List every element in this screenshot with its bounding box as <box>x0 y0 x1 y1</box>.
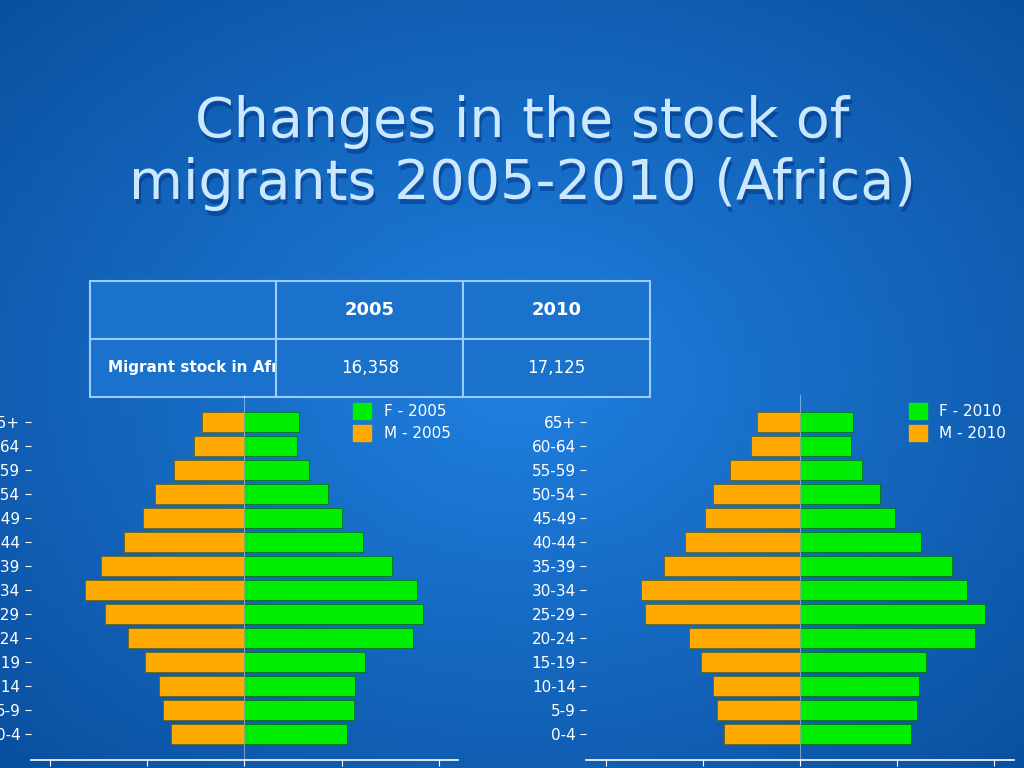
Bar <box>245 484 328 504</box>
Bar <box>705 508 800 528</box>
Bar <box>245 700 354 720</box>
Bar <box>245 604 423 624</box>
Bar <box>800 460 862 480</box>
Bar <box>800 436 851 455</box>
Text: Changes in the stock of
migrants 2005-2010 (Africa): Changes in the stock of migrants 2005-20… <box>129 94 915 211</box>
Bar <box>202 412 245 432</box>
Bar <box>685 532 800 551</box>
Bar <box>85 580 245 600</box>
Bar <box>713 676 800 696</box>
Bar <box>104 604 245 624</box>
Bar <box>800 700 916 720</box>
Bar <box>143 508 245 528</box>
Bar <box>800 724 910 743</box>
Bar <box>124 532 245 551</box>
Bar <box>163 700 245 720</box>
Bar <box>800 412 853 432</box>
Bar <box>701 652 800 672</box>
Bar <box>174 460 245 480</box>
Bar <box>100 556 245 576</box>
Bar <box>159 676 245 696</box>
Bar <box>800 652 927 672</box>
Legend: F - 2005, M - 2005: F - 2005, M - 2005 <box>353 403 451 441</box>
Bar <box>758 412 800 432</box>
Bar <box>800 628 975 647</box>
Bar <box>664 556 800 576</box>
Bar <box>194 436 245 455</box>
Bar <box>724 724 800 743</box>
Bar <box>245 628 414 647</box>
Bar <box>752 436 800 455</box>
Bar <box>145 652 245 672</box>
Bar <box>245 676 355 696</box>
Bar <box>645 604 800 624</box>
Bar <box>245 556 392 576</box>
Bar <box>800 556 951 576</box>
Text: Changes in the stock of
migrants 2005-2010 (Africa): Changes in the stock of migrants 2005-20… <box>131 100 918 216</box>
Bar <box>245 460 308 480</box>
Bar <box>800 676 919 696</box>
Bar <box>800 508 895 528</box>
Bar <box>245 724 347 743</box>
Bar <box>800 580 967 600</box>
Bar <box>800 532 921 551</box>
Bar <box>128 628 245 647</box>
Bar <box>245 412 299 432</box>
Bar <box>730 460 800 480</box>
Bar <box>155 484 245 504</box>
Bar <box>800 604 985 624</box>
Bar <box>171 724 245 743</box>
Bar <box>245 580 418 600</box>
Bar <box>713 484 800 504</box>
Bar <box>245 652 365 672</box>
Bar <box>245 436 297 455</box>
Bar <box>641 580 800 600</box>
Bar <box>689 628 800 647</box>
Bar <box>245 508 342 528</box>
Bar <box>245 532 362 551</box>
Bar <box>800 484 880 504</box>
Bar <box>717 700 800 720</box>
Legend: F - 2010, M - 2010: F - 2010, M - 2010 <box>908 403 1007 441</box>
